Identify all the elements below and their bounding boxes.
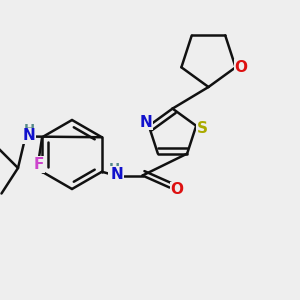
Text: H: H <box>23 123 35 136</box>
Text: S: S <box>197 121 208 136</box>
Text: F: F <box>34 157 44 172</box>
Text: N: N <box>23 128 35 143</box>
Text: N: N <box>111 167 123 182</box>
Text: O: O <box>235 60 248 75</box>
Text: N: N <box>140 115 152 130</box>
Text: H: H <box>108 162 120 176</box>
Text: O: O <box>170 182 184 197</box>
